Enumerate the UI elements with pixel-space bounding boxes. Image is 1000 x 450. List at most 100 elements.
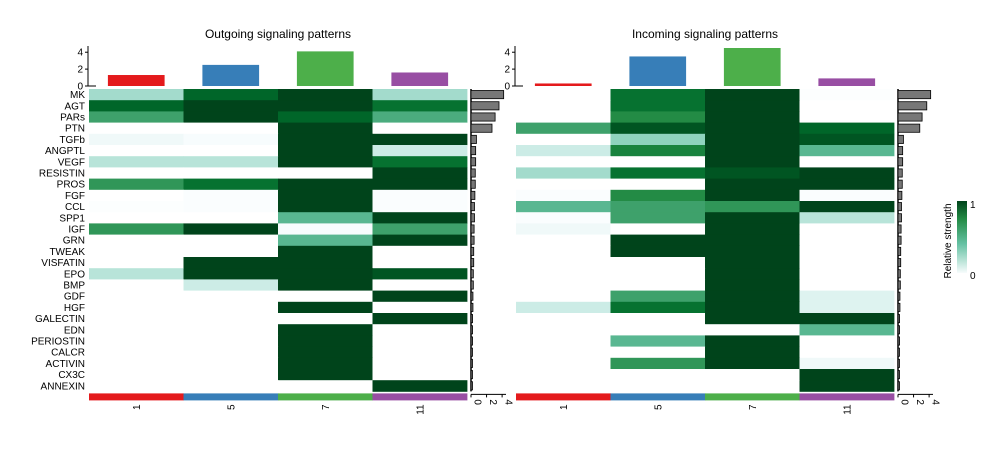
side-bar-calcr xyxy=(897,347,900,357)
heatmap-cell xyxy=(610,357,706,370)
heatmap-cell xyxy=(278,156,373,168)
row-label-tweak: TWEAK xyxy=(49,247,85,258)
row-label-hgf: HGF xyxy=(64,303,85,314)
side-barplot-tick-label: 0 xyxy=(899,399,910,405)
heatmap-cell xyxy=(705,313,800,325)
heatmap-cell xyxy=(278,380,373,392)
heatmap-cell xyxy=(516,167,611,179)
heatmap-cell xyxy=(799,122,895,135)
heatmap-cell xyxy=(278,290,373,303)
heatmap-cell xyxy=(610,133,706,146)
row-label-bmp: BMP xyxy=(63,281,85,292)
row-label-vegf: VEGF xyxy=(58,157,85,168)
heatmap-cell xyxy=(183,89,279,101)
heatmap-cell xyxy=(183,245,279,258)
side-bar-periostin xyxy=(897,336,900,346)
heatmap-cell xyxy=(183,324,279,336)
heatmap-cell xyxy=(278,223,373,235)
heatmap-cell xyxy=(799,357,895,370)
heatmap-cell xyxy=(372,268,468,280)
heatmap-cell xyxy=(705,178,800,191)
heatmap-cell xyxy=(183,178,279,191)
side-bar-calcr xyxy=(470,347,473,357)
side-barplot-tick-label: 0 xyxy=(472,399,483,405)
heatmap-cell xyxy=(799,313,895,325)
row-label-resistin: RESISTIN xyxy=(39,169,85,180)
heatmap-cell xyxy=(278,133,373,146)
heatmap-cell xyxy=(610,290,706,303)
heatmap-cell xyxy=(705,369,800,381)
incoming-top-barplot: 4 2 0 xyxy=(504,46,876,93)
heatmap-cell xyxy=(372,324,468,336)
heatmap-cell xyxy=(705,357,800,370)
heatmap-cell xyxy=(799,369,895,381)
heatmap-cell xyxy=(89,380,184,392)
heatmap-cell xyxy=(799,380,895,392)
row-label-igf: IGF xyxy=(68,225,85,236)
heatmap-cell xyxy=(610,346,706,359)
heatmap-cell xyxy=(610,369,706,381)
side-bar-agt xyxy=(470,101,500,111)
heatmap-cell xyxy=(278,313,373,325)
side-bar-fgf xyxy=(897,190,903,200)
heatmap-cell xyxy=(610,257,706,269)
row-label-epo: EPO xyxy=(64,269,85,280)
heatmap-cell xyxy=(705,380,800,392)
heatmap-cell xyxy=(799,189,895,202)
heatmap-cell xyxy=(183,301,279,314)
heatmap-cell xyxy=(89,100,184,112)
group-label-1: 1 xyxy=(132,404,143,410)
heatmap-cell xyxy=(278,122,373,135)
heatmap-cell xyxy=(705,212,800,224)
heatmap-cell xyxy=(183,279,279,291)
heatmap-cell xyxy=(610,223,706,235)
top-barplot-tick-label: 0 xyxy=(77,82,83,93)
side-bar-ccl xyxy=(470,202,475,212)
group-color-bar-7 xyxy=(705,393,800,401)
side-bar-visfatin xyxy=(470,258,475,268)
heatmap-cell xyxy=(89,212,184,224)
group-label-11: 11 xyxy=(842,404,853,415)
heatmap-cell xyxy=(89,122,184,135)
heatmap-cell xyxy=(183,201,279,213)
heatmap-cell xyxy=(705,223,800,235)
top-barplot-tick-label: 4 xyxy=(504,48,510,59)
heatmap-cell xyxy=(610,178,706,191)
row-label-tgfb: TGFb xyxy=(59,135,85,146)
heatmap-cell xyxy=(183,380,279,392)
heatmap-cell xyxy=(799,335,895,347)
heatmap-cell xyxy=(89,89,184,101)
heatmap-cell xyxy=(516,133,611,146)
top-barplot-tick-label: 2 xyxy=(504,65,510,76)
heatmap-cell xyxy=(799,234,895,247)
heatmap-cell xyxy=(278,201,373,213)
heatmap-cell xyxy=(183,290,279,303)
heatmap-cell xyxy=(89,257,184,269)
heatmap-cell xyxy=(705,268,800,280)
side-bar-bmp xyxy=(897,280,901,290)
heatmap-cell xyxy=(372,145,468,157)
row-label-agt: AGT xyxy=(64,101,85,112)
top-bar-group-5 xyxy=(202,64,260,86)
outgoing-panel: Outgoing signaling patterns MKAGTPARsPTN… xyxy=(31,27,514,415)
side-bar-gdf xyxy=(470,291,474,301)
heatmap-cell xyxy=(278,234,373,247)
row-label-spp1: SPP1 xyxy=(59,213,85,224)
heatmap-cell xyxy=(372,346,468,359)
heatmap-cell xyxy=(705,89,800,101)
outgoing-heatmap-cells xyxy=(89,89,468,392)
heatmap-cell xyxy=(372,257,468,269)
side-bar-igf xyxy=(897,224,902,234)
heatmap-cell xyxy=(183,100,279,112)
heatmap-cell xyxy=(372,223,468,235)
heatmap-cell xyxy=(610,167,706,179)
heatmap-cell xyxy=(89,133,184,146)
heatmap-cell xyxy=(705,346,800,359)
legend-title: Relative strength xyxy=(943,203,954,278)
heatmap-cell xyxy=(799,346,895,359)
heatmap-cell xyxy=(372,357,468,370)
heatmap-cell xyxy=(183,145,279,157)
heatmap-cell xyxy=(705,301,800,314)
side-bar-pros xyxy=(897,179,903,189)
